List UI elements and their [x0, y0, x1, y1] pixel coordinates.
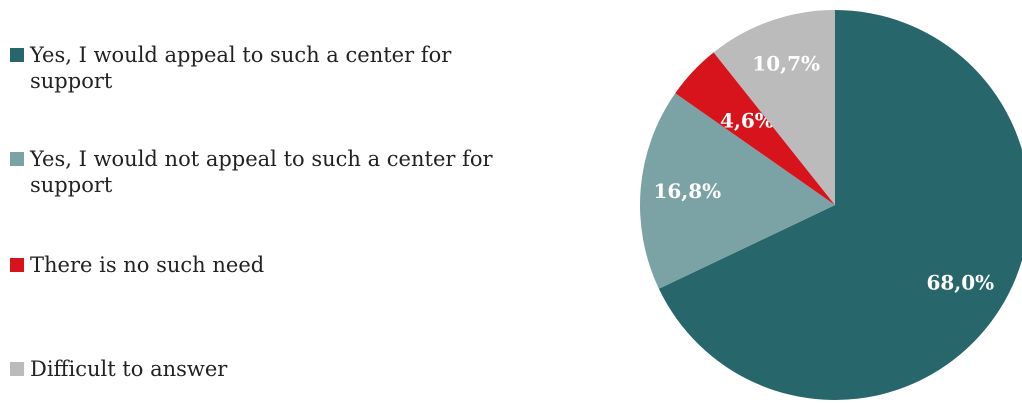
legend-item: Difficult to answer: [10, 356, 510, 382]
pie-slice: [713, 10, 835, 205]
data-label: 16,8%: [653, 179, 721, 203]
legend-label: Difficult to answer: [30, 357, 228, 381]
legend-label: Yes, I would not appeal to such a center…: [30, 147, 493, 197]
legend-item: There is no such need: [10, 252, 510, 278]
data-label: 10,7%: [752, 52, 820, 76]
data-label: 68,0%: [926, 271, 994, 295]
legend-swatch: [10, 152, 24, 166]
pie-slice: [675, 52, 835, 205]
legend-swatch: [10, 362, 24, 376]
pie-slice: [658, 10, 1022, 400]
legend-label: Yes, I would appeal to such a center for…: [30, 43, 452, 93]
legend-swatch: [10, 258, 24, 272]
legend-label: There is no such need: [30, 253, 265, 277]
legend-swatch: [10, 48, 24, 62]
pie-slice: [640, 93, 835, 289]
legend-item: Yes, I would not appeal to such a center…: [10, 146, 510, 198]
legend-item: Yes, I would appeal to such a center for…: [10, 42, 510, 94]
